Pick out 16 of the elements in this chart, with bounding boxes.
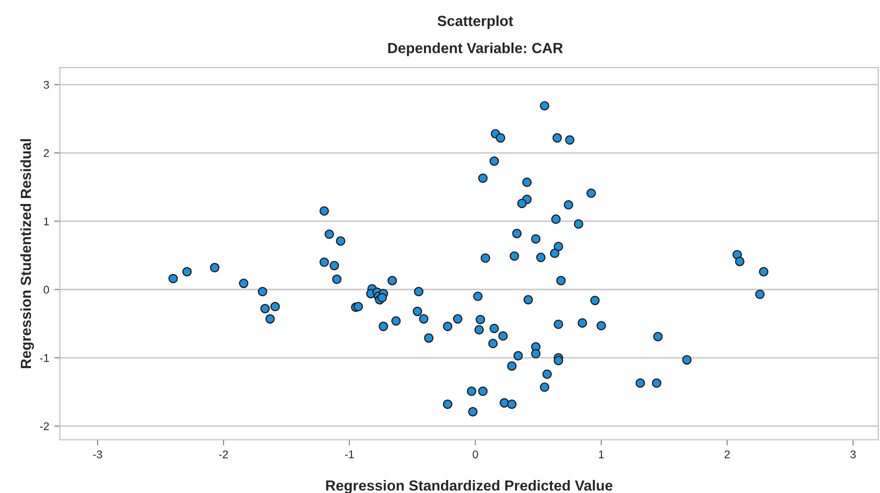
chart-subtitle: Dependent Variable: CAR xyxy=(388,42,563,56)
x-tick-label: 0 xyxy=(472,450,478,458)
y-tick-label: 1 xyxy=(44,218,49,226)
y-tick-label: -2 xyxy=(40,422,49,430)
y-axis-title: Regression Studentized Residual xyxy=(20,139,34,368)
x-tick-label: 1 xyxy=(599,450,604,458)
y-tick-label: -1 xyxy=(40,354,49,362)
x-tick-label: -2 xyxy=(219,450,228,458)
y-tick-label: 2 xyxy=(44,149,49,157)
chart-title: Scatterplot xyxy=(438,15,514,29)
x-tick-label: -3 xyxy=(93,450,102,458)
x-tick-label: -1 xyxy=(344,450,354,458)
y-tick-label: 3 xyxy=(44,80,49,89)
x-tick-label: 2 xyxy=(724,450,730,458)
y-tick-label: 0 xyxy=(44,286,49,294)
x-tick-label: 3 xyxy=(850,450,856,458)
